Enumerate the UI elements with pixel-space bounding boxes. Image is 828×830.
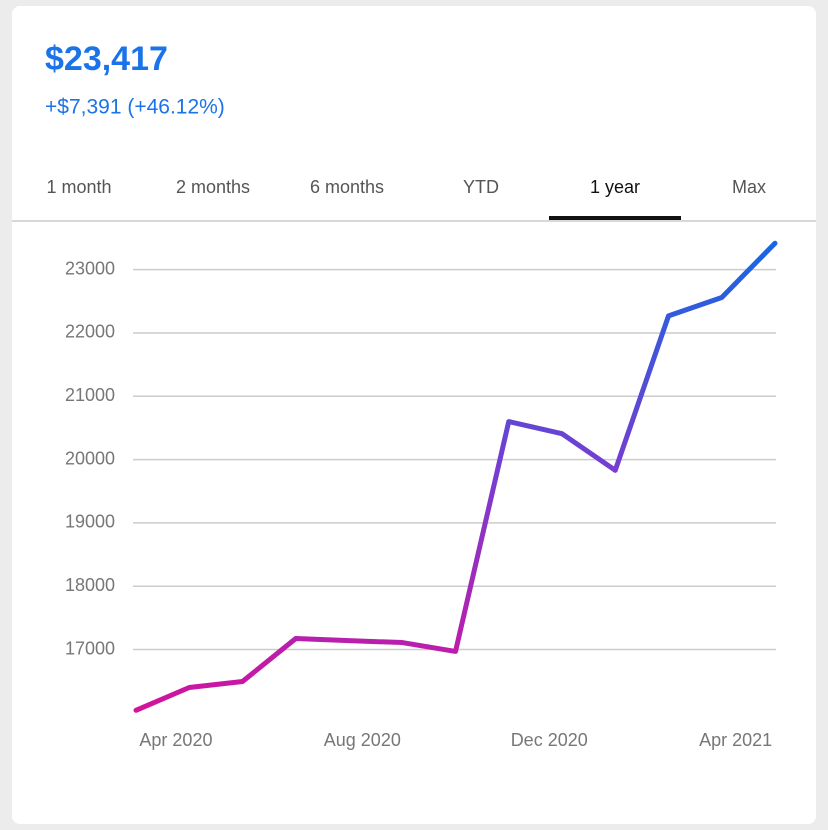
- tab[interactable]: 1 month: [46, 177, 111, 197]
- x-tick-label: Aug 2020: [324, 730, 401, 750]
- tab[interactable]: 2 months: [176, 177, 250, 197]
- tab[interactable]: 6 months: [310, 177, 384, 197]
- x-tick-label: Apr 2020: [139, 730, 212, 750]
- y-tick-label: 21000: [65, 385, 115, 405]
- card: [12, 6, 816, 824]
- tab[interactable]: YTD: [463, 177, 499, 197]
- tab-underline: [549, 216, 681, 220]
- y-tick-label: 18000: [65, 575, 115, 595]
- y-tick-label: 17000: [65, 638, 115, 658]
- x-tick-label: Dec 2020: [511, 730, 588, 750]
- y-tick-label: 19000: [65, 512, 115, 532]
- y-tick-label: 22000: [65, 322, 115, 342]
- change: +$7,391 (+46.12%): [45, 96, 225, 119]
- y-tick-label: 20000: [65, 448, 115, 468]
- balance: $23,417: [45, 40, 168, 78]
- x-tick-label: Apr 2021: [699, 730, 772, 750]
- y-tick-label: 23000: [65, 258, 115, 278]
- line: [133, 240, 778, 713]
- tab[interactable]: Max: [732, 177, 766, 197]
- tab[interactable]: 1 year: [590, 177, 640, 197]
